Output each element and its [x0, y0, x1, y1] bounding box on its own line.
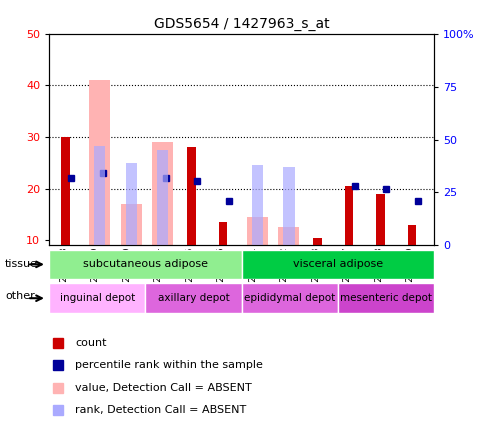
- Bar: [376, 194, 385, 245]
- Title: GDS5654 / 1427963_s_at: GDS5654 / 1427963_s_at: [154, 17, 329, 31]
- Text: value, Detection Call = ABSENT: value, Detection Call = ABSENT: [75, 383, 252, 393]
- FancyBboxPatch shape: [145, 283, 242, 313]
- Bar: [408, 225, 417, 245]
- Bar: [219, 222, 227, 245]
- Bar: [283, 167, 294, 245]
- Text: epididymal depot: epididymal depot: [244, 293, 335, 303]
- Text: inguinal depot: inguinal depot: [60, 293, 135, 303]
- Text: other: other: [5, 291, 35, 301]
- Text: count: count: [75, 338, 107, 348]
- Bar: [187, 147, 196, 245]
- FancyBboxPatch shape: [242, 250, 434, 279]
- Bar: [279, 227, 299, 245]
- Text: axillary depot: axillary depot: [158, 293, 229, 303]
- Bar: [89, 80, 110, 245]
- Text: rank, Detection Call = ABSENT: rank, Detection Call = ABSENT: [75, 405, 246, 415]
- Bar: [157, 150, 169, 245]
- Text: mesenteric depot: mesenteric depot: [340, 293, 432, 303]
- FancyBboxPatch shape: [49, 250, 242, 279]
- Text: percentile rank within the sample: percentile rank within the sample: [75, 360, 263, 370]
- Bar: [313, 238, 322, 245]
- Text: visceral adipose: visceral adipose: [293, 259, 383, 269]
- Bar: [121, 204, 141, 245]
- Bar: [94, 146, 106, 245]
- Text: tissue: tissue: [5, 259, 38, 269]
- FancyBboxPatch shape: [49, 283, 145, 313]
- Bar: [345, 186, 353, 245]
- FancyBboxPatch shape: [242, 283, 338, 313]
- Bar: [247, 217, 268, 245]
- Text: subcutaneous adipose: subcutaneous adipose: [83, 259, 208, 269]
- FancyBboxPatch shape: [338, 283, 434, 313]
- Bar: [126, 163, 137, 245]
- Bar: [251, 165, 263, 245]
- Bar: [61, 137, 70, 245]
- Bar: [152, 142, 173, 245]
